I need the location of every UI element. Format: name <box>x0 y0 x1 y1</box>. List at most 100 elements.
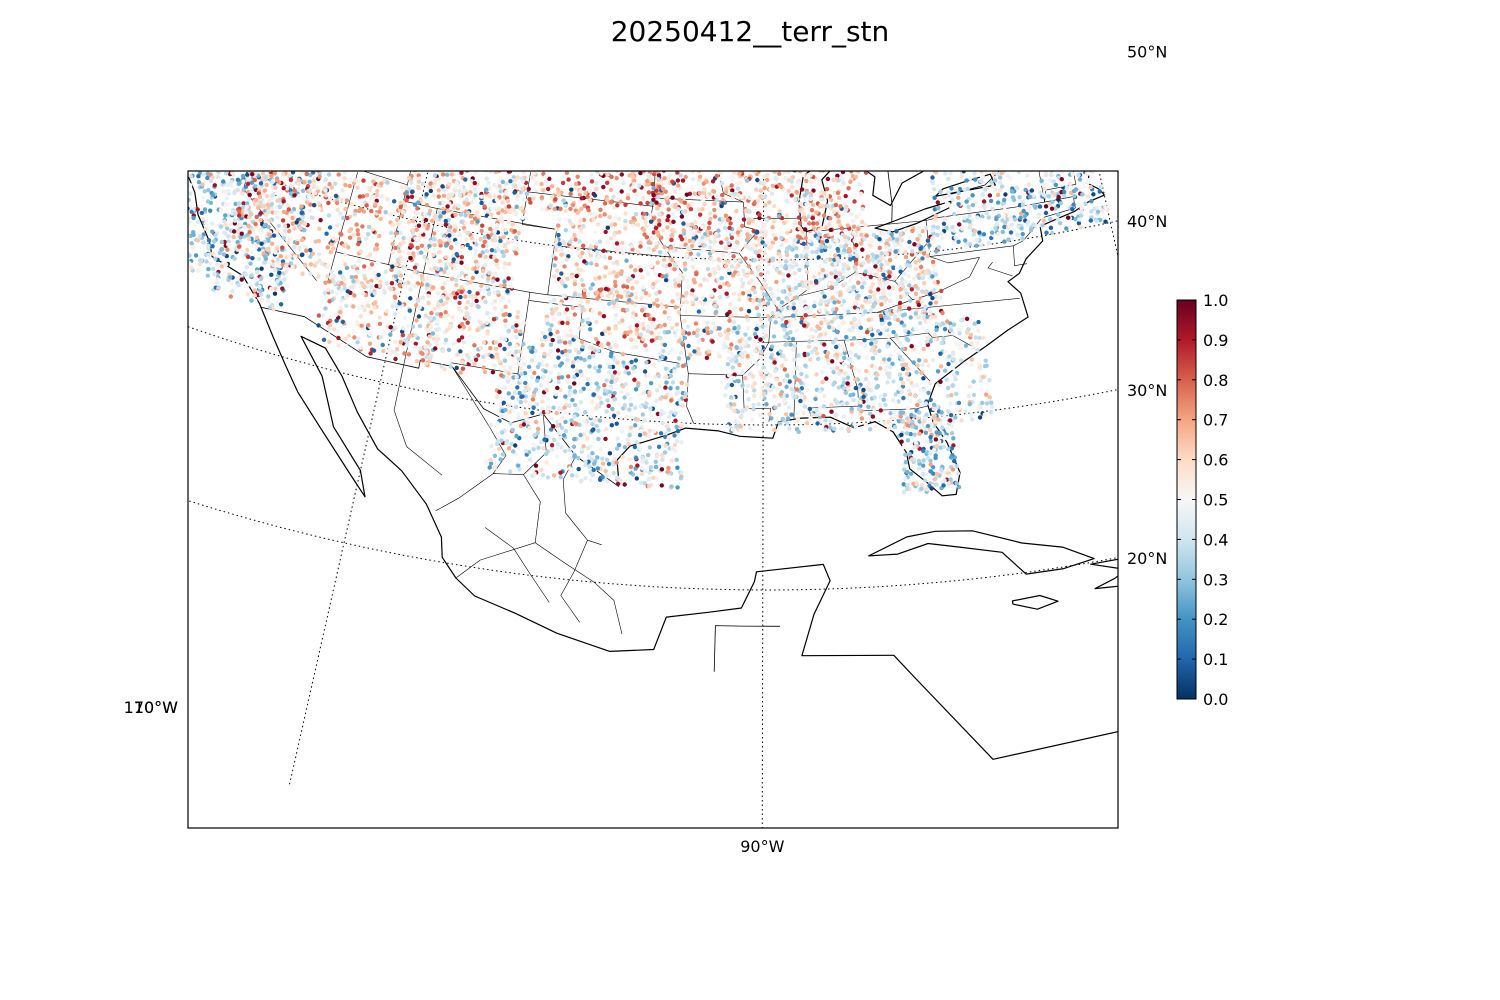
station-point <box>518 59 522 63</box>
station-point <box>541 85 545 89</box>
station-point <box>412 269 417 275</box>
station-point <box>228 294 233 299</box>
station-point <box>210 251 215 256</box>
station-point <box>413 154 417 158</box>
station-point <box>628 103 632 107</box>
station-point <box>264 182 269 188</box>
station-point <box>587 464 592 469</box>
station-point <box>322 75 326 79</box>
station-point <box>533 443 538 448</box>
station-point <box>238 122 242 126</box>
station-point <box>654 476 659 481</box>
station-point <box>455 0 459 4</box>
station-point <box>534 137 538 141</box>
station-point <box>434 150 438 154</box>
station-point <box>533 387 539 392</box>
station-point <box>346 61 350 65</box>
station-point <box>223 202 228 207</box>
station-point <box>319 160 323 164</box>
station-point <box>519 394 524 399</box>
station-point <box>177 223 181 227</box>
station-point <box>463 294 468 299</box>
station-point <box>277 49 281 53</box>
station-point <box>420 295 425 300</box>
station-point <box>379 38 383 42</box>
station-point <box>338 270 343 275</box>
station-point <box>206 238 212 243</box>
station-point <box>250 249 255 254</box>
station-point <box>485 310 490 316</box>
station-point <box>266 294 271 299</box>
station-point <box>302 21 306 25</box>
station-point <box>255 135 259 139</box>
station-point <box>296 155 300 159</box>
station-point <box>223 262 229 267</box>
station-point <box>499 25 503 29</box>
station-point <box>607 393 612 398</box>
station-point <box>323 65 327 69</box>
station-point <box>249 124 253 128</box>
station-point <box>509 52 513 56</box>
station-point <box>639 57 643 61</box>
station-point <box>622 403 628 408</box>
station-point <box>159 268 163 272</box>
station-point <box>522 197 527 202</box>
station-point <box>429 166 433 170</box>
station-point <box>279 103 283 107</box>
station-point <box>611 123 615 127</box>
station-point <box>414 227 419 232</box>
station-point <box>472 64 476 68</box>
station-point <box>298 226 303 231</box>
station-point <box>247 192 252 198</box>
station-point <box>310 80 314 84</box>
station-point <box>443 310 448 315</box>
station-point <box>643 141 647 145</box>
station-point <box>370 21 374 25</box>
station-point <box>692 294 697 299</box>
station-point <box>596 436 601 442</box>
station-point <box>230 141 234 145</box>
station-point <box>521 320 526 325</box>
station-point <box>330 46 334 50</box>
station-point <box>570 148 574 152</box>
station-point <box>281 154 285 158</box>
station-point <box>260 171 266 176</box>
station-point <box>325 332 331 337</box>
station-point <box>464 197 469 202</box>
station-point <box>473 248 478 253</box>
station-point <box>449 164 453 168</box>
station-point <box>254 145 258 149</box>
station-point <box>338 37 342 41</box>
station-point <box>248 95 252 99</box>
station-point <box>281 127 285 131</box>
station-point <box>316 159 320 163</box>
station-point <box>261 97 265 101</box>
station-point <box>637 432 643 438</box>
station-point <box>343 75 347 79</box>
station-point <box>345 67 349 71</box>
station-point <box>188 183 193 188</box>
station-point <box>189 161 193 165</box>
station-point <box>635 112 639 116</box>
station-point <box>624 65 628 69</box>
station-point <box>639 130 643 134</box>
station-point <box>439 364 444 369</box>
station-point <box>282 25 286 29</box>
station-point <box>655 147 659 151</box>
station-point <box>555 442 561 447</box>
station-point <box>484 284 490 290</box>
station-point <box>231 53 235 57</box>
station-point <box>316 171 321 173</box>
station-point <box>263 95 267 99</box>
station-point <box>234 91 238 95</box>
station-point <box>287 124 291 128</box>
station-point <box>171 203 175 207</box>
station-point <box>320 43 324 47</box>
station-point <box>290 156 294 160</box>
station-point <box>650 268 656 273</box>
station-point <box>280 68 284 72</box>
station-point <box>290 103 294 107</box>
station-point <box>443 166 447 170</box>
station-point <box>632 125 636 129</box>
station-point <box>651 317 656 322</box>
